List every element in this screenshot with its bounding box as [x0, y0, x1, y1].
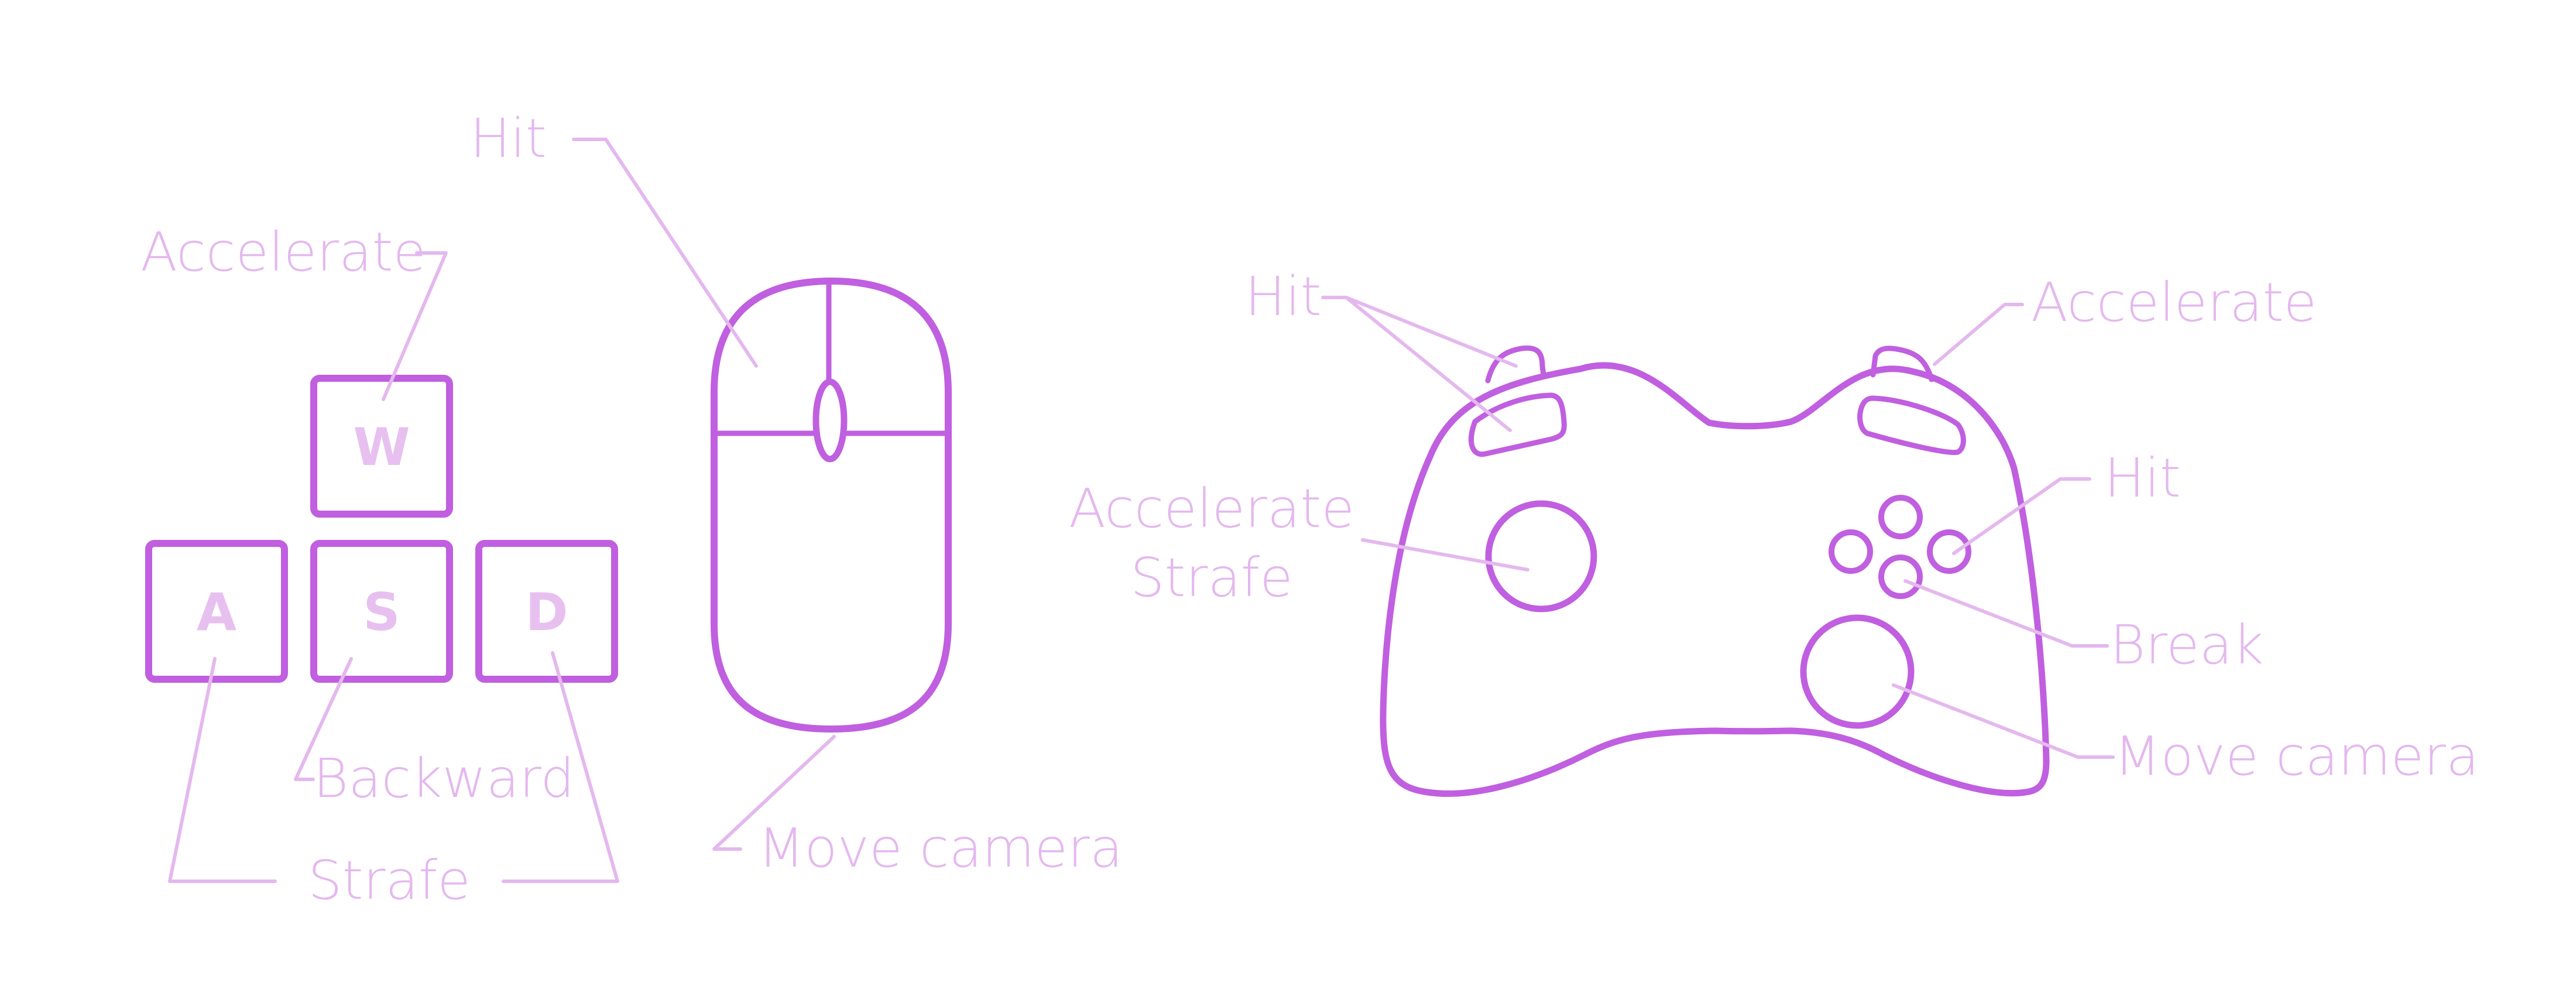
key-a-letter: A	[197, 582, 236, 642]
key-w-letter: W	[353, 417, 410, 477]
mouse-hit-label: Hit	[470, 107, 547, 170]
gamepad-hit-bumpers-label: Hit	[1245, 265, 1322, 328]
strafe-label: Strafe	[308, 849, 471, 912]
keyboard-wasd: W A S D Accelerate Backward Strafe	[140, 221, 619, 912]
gamepad-move-camera-leader-line	[1892, 683, 2115, 759]
strafe-leader-line-right	[502, 651, 619, 883]
gamepad-hit-bumpers-leader-branch	[1344, 296, 1512, 432]
mouse-hit-leader-line	[572, 138, 758, 368]
right-analog-stick	[1800, 614, 1915, 729]
right-bumper	[1857, 395, 1966, 456]
gamepad-body	[1380, 362, 2050, 797]
gamepad-move-camera-label: Move camera	[2114, 725, 2479, 788]
mouse-scroll-wheel	[812, 378, 848, 463]
mouse-move-camera-leader-line	[712, 735, 836, 851]
face-button-left	[1829, 529, 1873, 574]
left-trigger	[1485, 345, 1546, 384]
gamepad-strafe-stick-label: Strafe	[1130, 546, 1293, 609]
face-button-bottom	[1878, 555, 1923, 599]
key-w	[310, 375, 453, 518]
mouse-move-camera-label: Move camera	[758, 817, 1123, 880]
left-bumper	[1469, 392, 1567, 457]
right-trigger	[1870, 345, 1934, 382]
mouse: Hit Move camera	[470, 107, 1123, 880]
gamepad-break-label: Break	[2110, 614, 2263, 676]
gamepad-accelerate-stick-leader-line	[1361, 538, 1529, 572]
gamepad-accelerate-trigger-leader-line	[1933, 303, 2024, 366]
mouse-body	[711, 278, 952, 733]
gamepad-accelerate-trigger-label: Accelerate	[2031, 271, 2317, 334]
accelerate-label: Accelerate	[140, 221, 426, 283]
gamepad: Hit Accelerate Accelerate Strafe Hit Bre…	[1069, 265, 2479, 797]
gamepad-break-leader-line	[1903, 579, 2109, 648]
gamepad-hit-button-leader-line	[1952, 477, 2091, 555]
strafe-leader-line-left	[168, 657, 277, 883]
key-s	[310, 540, 453, 683]
gamepad-hit-button-label: Hit	[2104, 447, 2181, 509]
gamepad-accelerate-stick-label: Accelerate	[1069, 477, 1354, 540]
key-s-letter: S	[363, 582, 400, 642]
key-d-letter: D	[525, 582, 568, 642]
face-button-top	[1878, 495, 1923, 539]
backward-leader-line	[294, 657, 353, 781]
key-d	[475, 540, 618, 683]
key-a	[145, 540, 288, 683]
face-button-right	[1927, 529, 1971, 574]
left-analog-stick	[1485, 500, 1597, 613]
accelerate-leader-line	[382, 251, 448, 401]
backward-label: Backward	[313, 747, 575, 810]
